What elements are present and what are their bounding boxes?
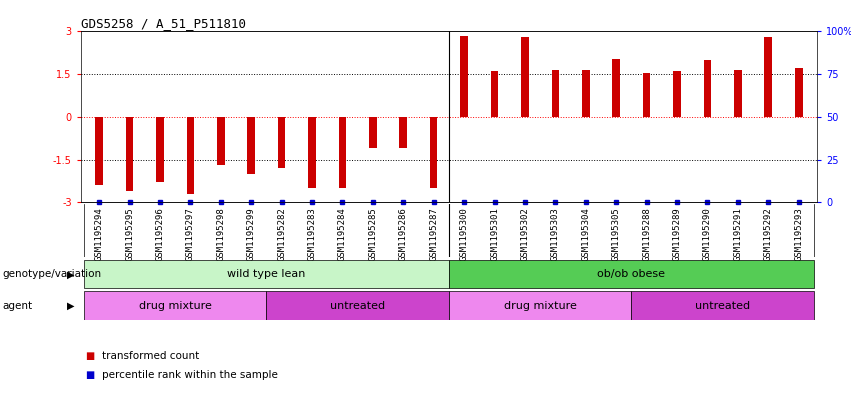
Bar	[308, 117, 316, 188]
Bar	[448, 260, 814, 288]
Text: untreated: untreated	[695, 301, 751, 310]
Text: GSM1195283: GSM1195283	[307, 207, 317, 261]
Bar	[673, 72, 681, 117]
Text: GSM1195282: GSM1195282	[277, 207, 286, 261]
Text: GSM1195285: GSM1195285	[368, 207, 377, 261]
Bar	[248, 117, 255, 174]
Text: GSM1195300: GSM1195300	[460, 207, 469, 261]
Bar	[613, 59, 620, 117]
Text: GSM1195298: GSM1195298	[216, 207, 226, 261]
Text: GSM1195304: GSM1195304	[581, 207, 591, 261]
Bar	[704, 60, 711, 117]
Bar	[491, 72, 499, 117]
Text: GSM1195291: GSM1195291	[734, 207, 742, 261]
Text: ■: ■	[85, 370, 94, 380]
Text: GSM1195284: GSM1195284	[338, 207, 347, 261]
Text: GDS5258 / A_51_P511810: GDS5258 / A_51_P511810	[81, 17, 246, 30]
Bar	[795, 68, 802, 117]
Bar	[84, 292, 266, 320]
Text: ■: ■	[85, 351, 94, 361]
Bar	[551, 70, 559, 117]
Bar	[95, 117, 103, 185]
Text: GSM1195299: GSM1195299	[247, 207, 255, 261]
Bar	[764, 37, 772, 117]
Text: GSM1195297: GSM1195297	[186, 207, 195, 261]
Text: GSM1195305: GSM1195305	[612, 207, 620, 261]
Text: GSM1195302: GSM1195302	[521, 207, 529, 261]
Bar	[430, 117, 437, 188]
Text: GSM1195301: GSM1195301	[490, 207, 499, 261]
Bar	[339, 117, 346, 188]
Text: drug mixture: drug mixture	[139, 301, 212, 310]
Text: GSM1195294: GSM1195294	[94, 207, 104, 261]
Bar	[399, 117, 407, 148]
Bar	[369, 117, 377, 148]
Text: GSM1195286: GSM1195286	[399, 207, 408, 261]
Text: agent: agent	[3, 301, 32, 311]
Bar	[126, 117, 134, 191]
Bar	[631, 292, 814, 320]
Bar	[156, 117, 163, 182]
Text: genotype/variation: genotype/variation	[3, 269, 101, 279]
Text: GSM1195292: GSM1195292	[764, 207, 773, 261]
Bar	[460, 36, 468, 117]
Text: GSM1195293: GSM1195293	[794, 207, 803, 261]
Text: drug mixture: drug mixture	[504, 301, 577, 310]
Bar	[266, 292, 448, 320]
Bar	[217, 117, 225, 165]
Bar	[734, 70, 742, 117]
Text: GSM1195288: GSM1195288	[643, 207, 651, 261]
Text: transformed count: transformed count	[102, 351, 199, 361]
Text: wild type lean: wild type lean	[227, 269, 306, 279]
Text: GSM1195296: GSM1195296	[156, 207, 164, 261]
Text: untreated: untreated	[330, 301, 386, 310]
Bar	[186, 117, 194, 194]
Text: ▶: ▶	[67, 269, 75, 279]
Bar	[582, 70, 590, 117]
Text: percentile rank within the sample: percentile rank within the sample	[102, 370, 278, 380]
Text: GSM1195287: GSM1195287	[429, 207, 438, 261]
Text: ob/ob obese: ob/ob obese	[597, 269, 665, 279]
Text: GSM1195289: GSM1195289	[672, 207, 682, 261]
Bar	[277, 117, 285, 168]
Text: GSM1195303: GSM1195303	[551, 207, 560, 261]
Bar	[84, 260, 448, 288]
Bar	[448, 292, 631, 320]
Text: GSM1195295: GSM1195295	[125, 207, 134, 261]
Text: GSM1195290: GSM1195290	[703, 207, 712, 261]
Text: ▶: ▶	[67, 301, 75, 311]
Bar	[521, 37, 528, 117]
Bar	[643, 73, 650, 117]
